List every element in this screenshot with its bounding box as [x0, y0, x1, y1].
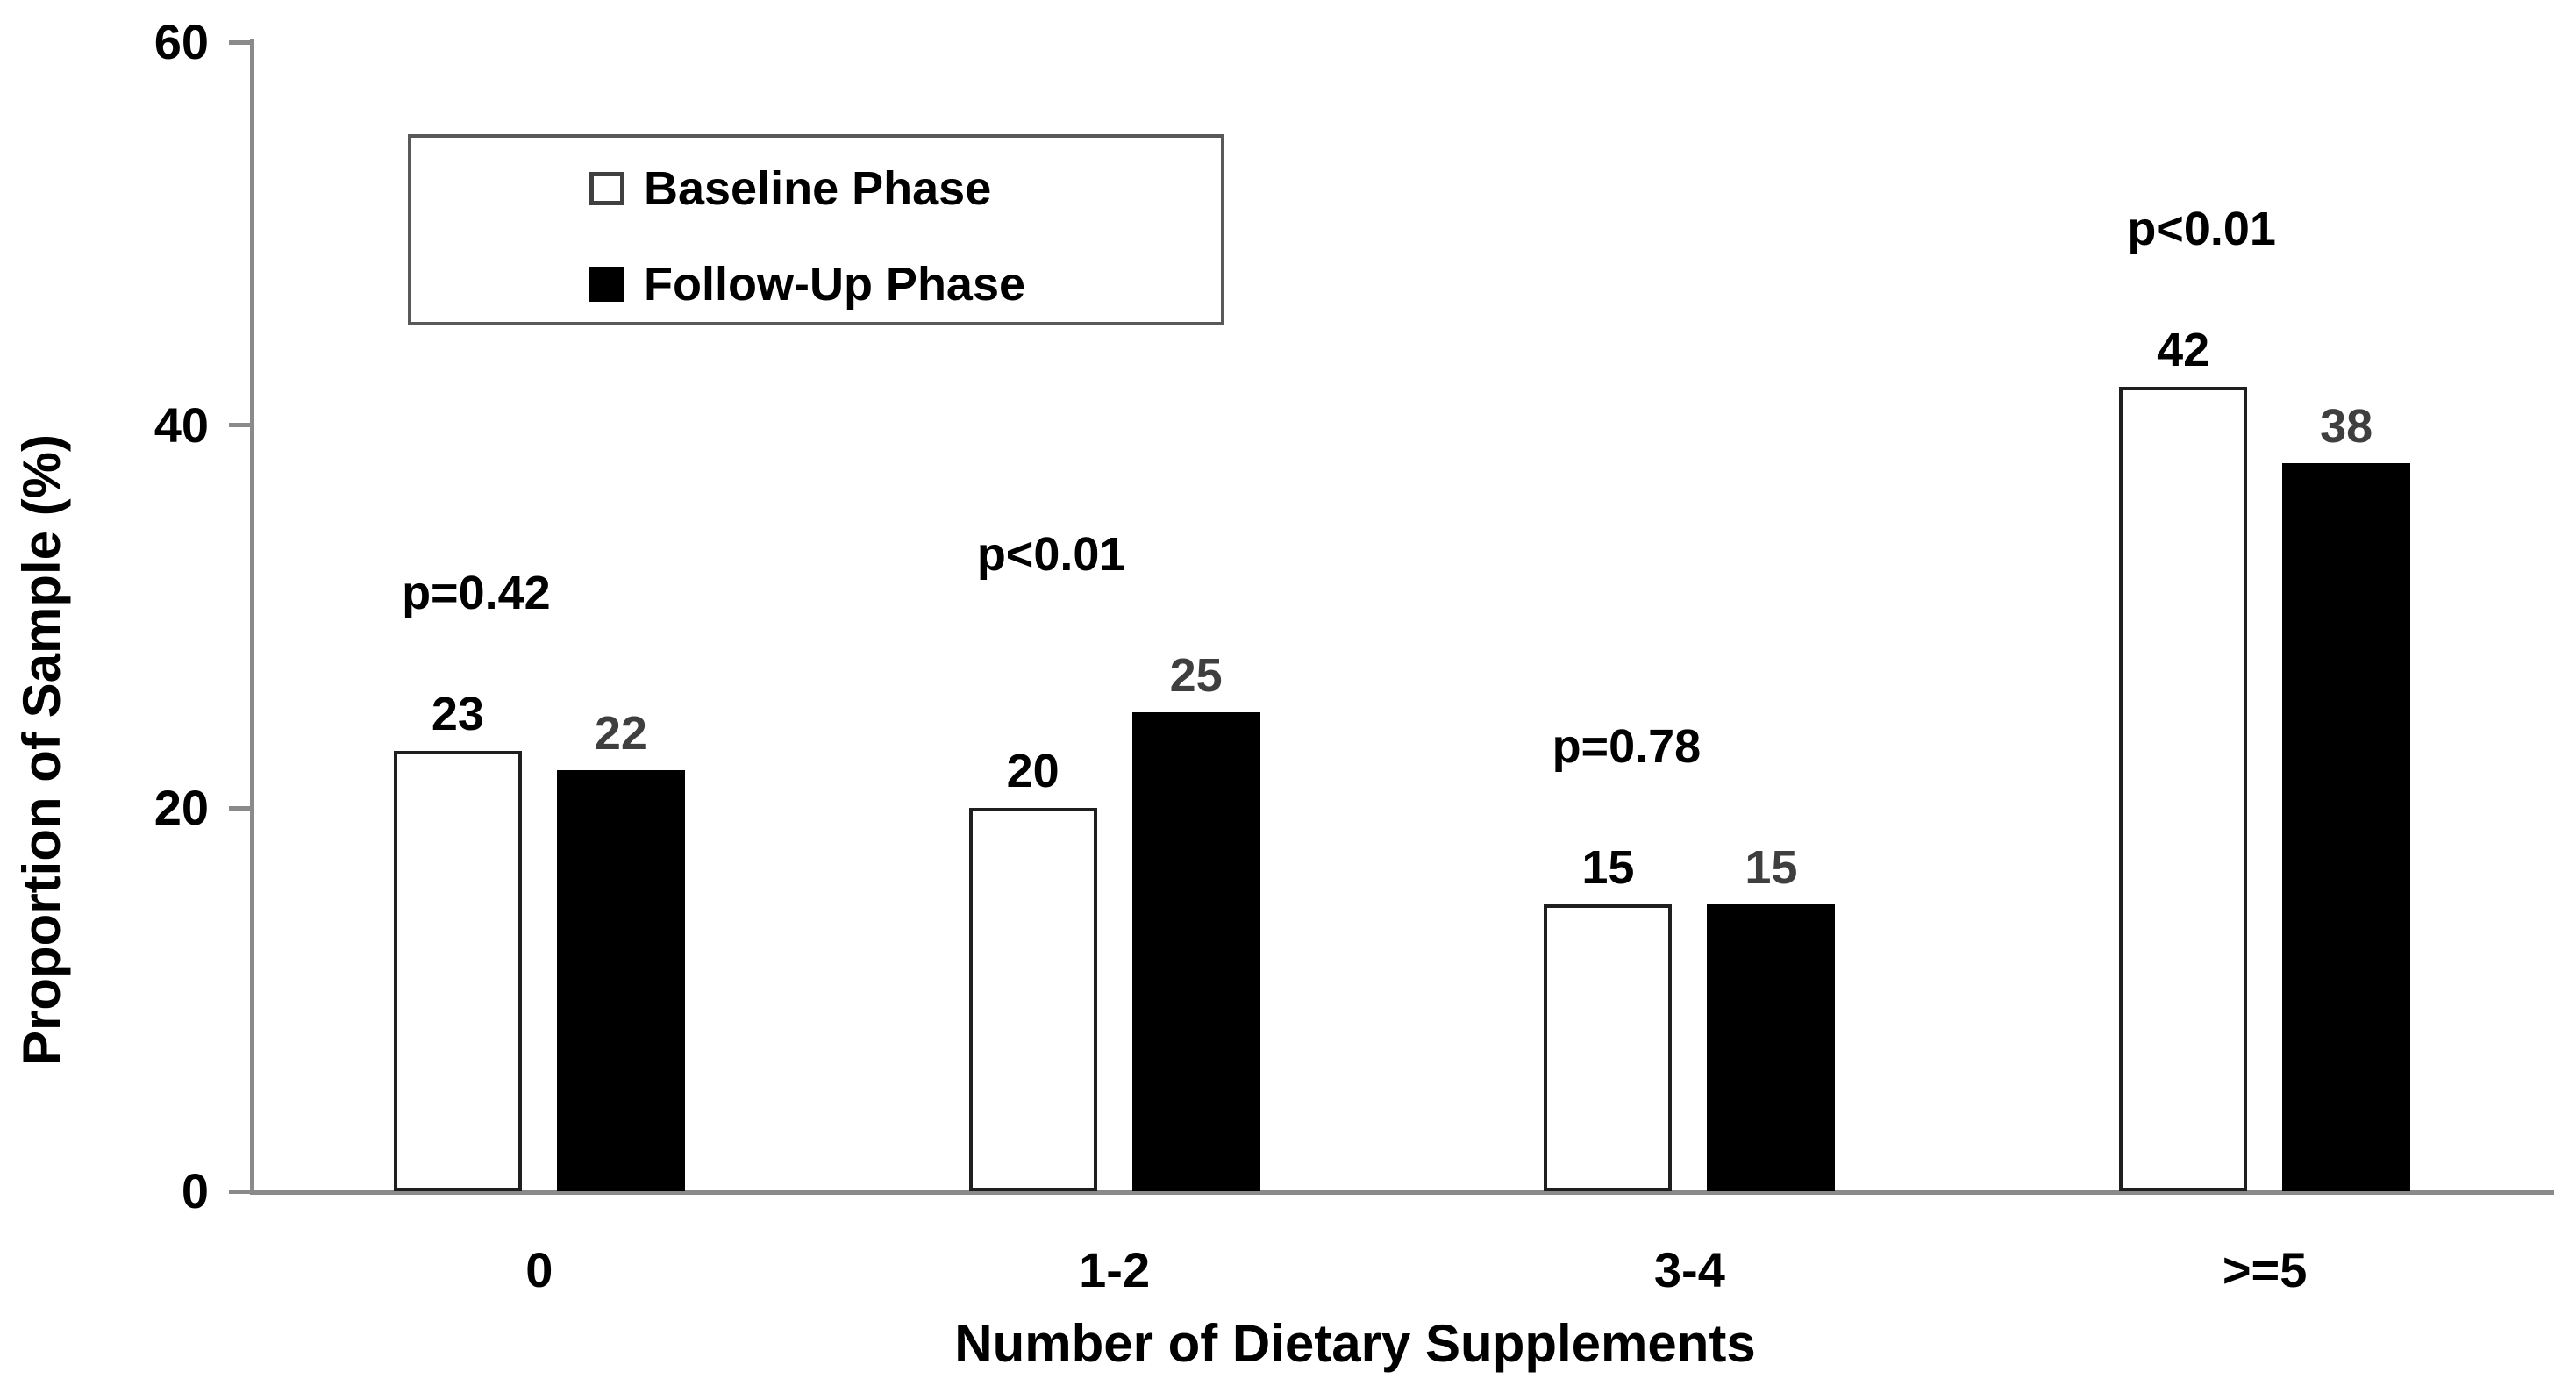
x-tick-label-0: 0: [525, 1242, 553, 1297]
p-value-label-1: p<0.01: [976, 528, 1126, 582]
p-value-label-0: p=0.42: [402, 566, 551, 619]
value-label-baseline-1: 20: [1006, 745, 1060, 798]
baseline-swatch-icon: [589, 172, 624, 205]
bar-followup-1: [1131, 712, 1260, 1191]
y-axis-line: [250, 39, 254, 1195]
x-tick-label-1: 1-2: [1079, 1242, 1151, 1297]
value-label-baseline-0: 23: [431, 687, 484, 740]
value-label-followup-0: 22: [594, 706, 647, 760]
bar-followup-2: [1707, 904, 1836, 1191]
y-tick-mark-0: [229, 1189, 252, 1194]
legend-item-followup: Follow-Up Phase: [589, 256, 1025, 312]
p-value-label-3: p<0.01: [2127, 203, 2276, 255]
p-value-label-2: p=0.78: [1552, 719, 1702, 773]
value-label-baseline-2: 15: [1581, 840, 1635, 894]
value-label-followup-1: 25: [1169, 649, 1223, 703]
y-tick-label-0: 0: [181, 1163, 209, 1218]
x-axis-line: [250, 1190, 2554, 1195]
bar-baseline-3: [2119, 387, 2248, 1191]
y-tick-mark-20: [229, 805, 252, 811]
bar-baseline-1: [968, 808, 1097, 1191]
y-tick-label-20: 20: [153, 780, 209, 836]
value-label-followup-2: 15: [1745, 840, 1798, 894]
legend-item-baseline: Baseline Phase: [589, 161, 991, 217]
y-axis-title: Proportion of Sample (%): [12, 434, 71, 1066]
legend: Baseline Phase Follow-Up Phase: [408, 134, 1224, 325]
bar-baseline-0: [393, 750, 522, 1191]
x-tick-label-3: >=5: [2222, 1242, 2308, 1297]
x-axis-title: Number of Dietary Supplements: [954, 1314, 1756, 1373]
followup-swatch-icon: [589, 267, 624, 302]
x-tick-label-2: 3-4: [1653, 1242, 1725, 1297]
y-tick-mark-40: [229, 423, 252, 428]
bar-followup-0: [556, 769, 685, 1191]
legend-label-baseline: Baseline Phase: [644, 162, 992, 215]
y-tick-label-40: 40: [153, 397, 209, 453]
y-tick-mark-60: [229, 39, 252, 45]
bar-baseline-2: [1544, 904, 1673, 1191]
value-label-followup-3: 38: [2320, 400, 2373, 454]
value-label-baseline-3: 42: [2157, 324, 2210, 376]
bar-followup-3: [2282, 463, 2411, 1191]
y-tick-label-60: 60: [153, 14, 209, 69]
legend-label-followup: Follow-Up Phase: [644, 258, 1026, 311]
